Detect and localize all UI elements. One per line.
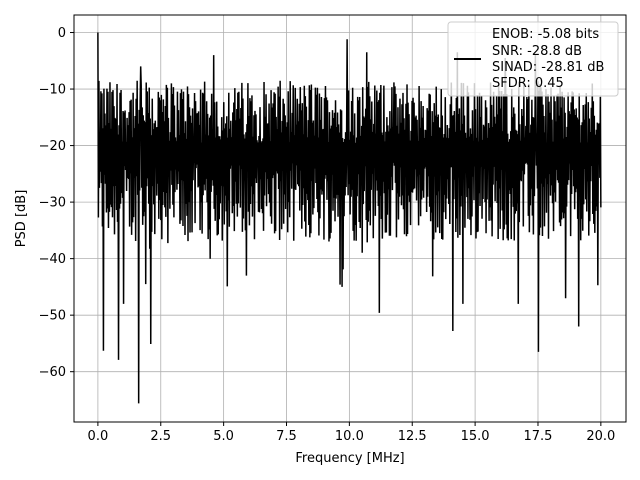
x-tick-label: 2.5 bbox=[150, 429, 171, 444]
legend-sfdr: SFDR: 0.45 bbox=[492, 76, 564, 91]
legend: ENOB: -5.08 bits SNR: -28.8 dB SINAD: -2… bbox=[447, 21, 619, 97]
y-tick-label: 0 bbox=[58, 26, 66, 41]
legend-enob: ENOB: -5.08 bits bbox=[492, 27, 599, 42]
x-tick-label: 20.0 bbox=[586, 429, 615, 444]
x-tick-label: 15.0 bbox=[461, 429, 490, 444]
legend-sinad: SINAD: -28.81 dB bbox=[492, 60, 604, 75]
y-tick-label: −30 bbox=[39, 196, 66, 211]
legend-box bbox=[447, 21, 619, 97]
y-axis-label: PSD [dB] bbox=[14, 190, 29, 248]
x-tick-label: 5.0 bbox=[213, 429, 234, 444]
y-tick-label: −20 bbox=[39, 139, 66, 154]
x-tick-label: 7.5 bbox=[276, 429, 297, 444]
plot-area bbox=[97, 32, 602, 404]
x-tick-label: 0.0 bbox=[88, 429, 109, 444]
axes-frame bbox=[73, 14, 627, 423]
x-tick-label: 12.5 bbox=[398, 429, 427, 444]
y-tick-label: −40 bbox=[39, 252, 66, 267]
x-axis-label: Frequency [MHz] bbox=[295, 451, 404, 466]
y-tick-label: −10 bbox=[39, 83, 66, 98]
y-tick-label: −60 bbox=[39, 365, 66, 380]
x-tick-label: 17.5 bbox=[524, 429, 553, 444]
legend-snr: SNR: -28.8 dB bbox=[492, 44, 582, 59]
x-tick-label: 10.0 bbox=[335, 429, 364, 444]
ticks: 0.0 2.5 5.0 7.5 10.0 12.5 15.0 17.5 20.0 0 −10 −20 −… bbox=[39, 26, 616, 444]
y-tick-label: −50 bbox=[39, 309, 66, 324]
psd-series-line bbox=[97, 32, 602, 404]
